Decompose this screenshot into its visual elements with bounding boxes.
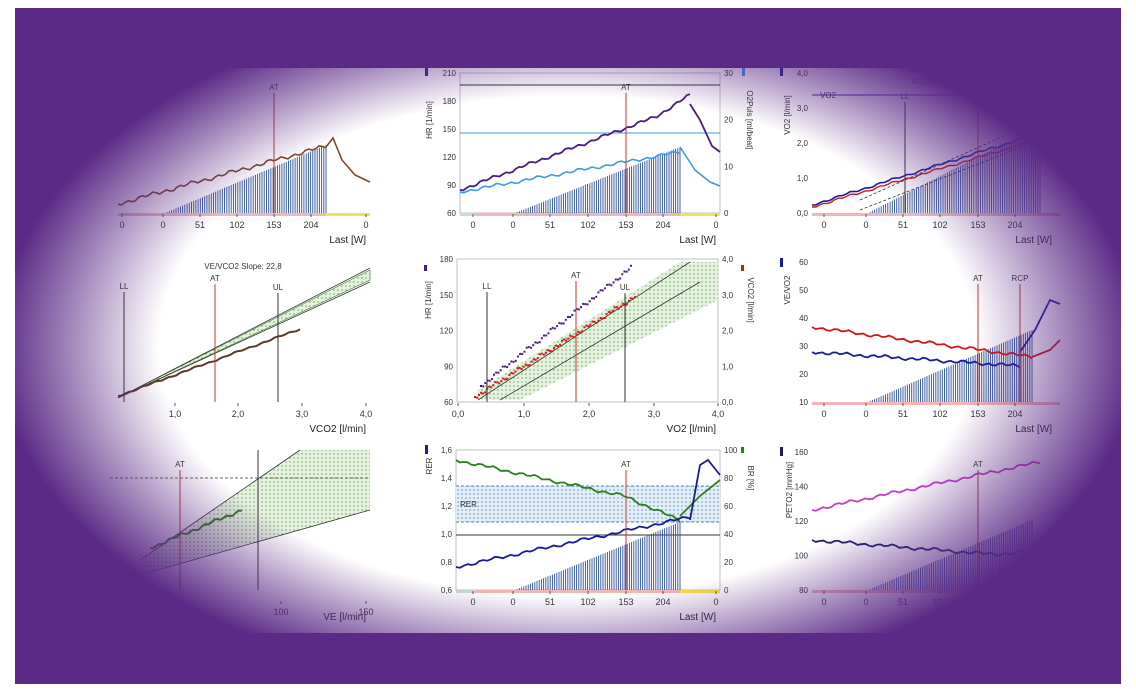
bottom-band [15,633,1121,684]
top-band [15,8,1121,68]
vignette-overlay [15,8,1121,684]
